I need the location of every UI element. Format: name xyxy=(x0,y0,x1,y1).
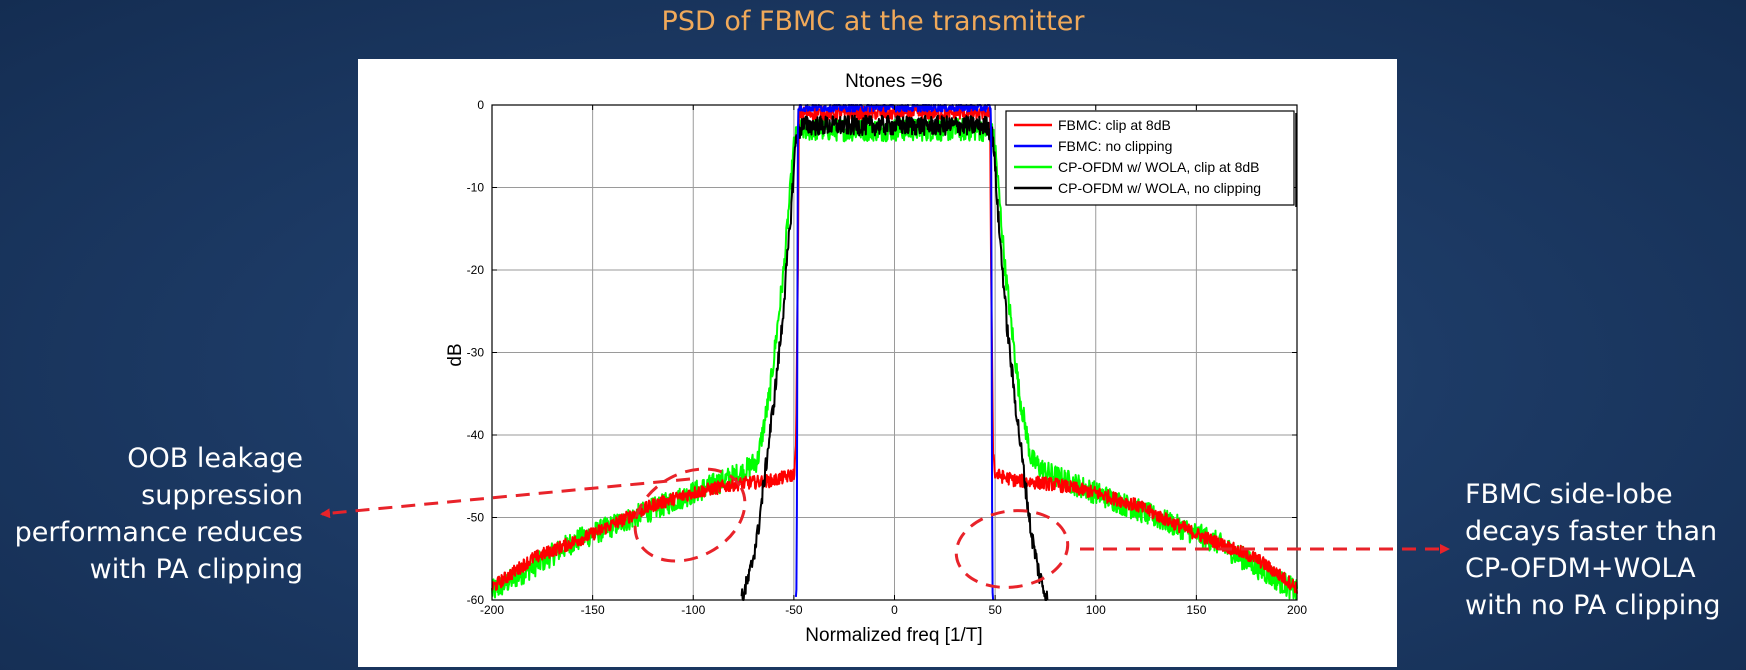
legend-label: CP-OFDM w/ WOLA, clip at 8dB xyxy=(1058,159,1259,175)
y-tick-label: -20 xyxy=(467,263,485,277)
plot-panel: -200 -150 -100 -50 0 50 100 150 200 0 -10 -20 -30 -40… xyxy=(358,59,1397,667)
series-line xyxy=(740,114,1049,601)
y-tick-label: -50 xyxy=(467,511,485,525)
right-annotation: FBMC side-lobe decays faster than CP-OFD… xyxy=(1465,476,1745,624)
chart-title: Ntones =96 xyxy=(845,71,943,92)
y-tick-label: -40 xyxy=(467,428,485,442)
x-tick-label: -50 xyxy=(785,603,803,617)
psd-chart: -200 -150 -100 -50 0 50 100 150 200 0 -10 -20 -30 -40… xyxy=(445,71,1307,646)
right-annotation-line: CP-OFDM+WOLA xyxy=(1465,553,1696,584)
legend-label: FBMC: clip at 8dB xyxy=(1058,117,1171,133)
slide-title: PSD of FBMC at the transmitter xyxy=(661,6,1085,37)
legend-label: CP-OFDM w/ WOLA, no clipping xyxy=(1058,180,1261,196)
y-tick-label: -10 xyxy=(467,181,485,195)
legend: FBMC: clip at 8dB FBMC: no clipping CP-OFD… xyxy=(1005,110,1297,207)
x-tick-label: 0 xyxy=(891,603,898,617)
x-tick-label: -150 xyxy=(581,603,605,617)
x-tick-label: 100 xyxy=(1086,603,1106,617)
y-axis-label: dB xyxy=(445,343,466,366)
right-annotation-line: FBMC side-lobe xyxy=(1465,479,1673,510)
x-axis-label: Normalized freq [1/T] xyxy=(805,625,982,646)
x-tick-label: 50 xyxy=(988,603,1002,617)
left-annotation-line: with PA clipping xyxy=(89,554,303,585)
y-tick-label: -30 xyxy=(467,346,485,360)
y-tick-label: -60 xyxy=(467,593,485,607)
right-annotation-line: with no PA clipping xyxy=(1465,590,1721,621)
y-tick-label: 0 xyxy=(477,98,484,112)
left-annotation-line: OOB leakage xyxy=(127,443,303,474)
x-tick-label: -200 xyxy=(480,603,504,617)
x-tick-label: 150 xyxy=(1186,603,1206,617)
x-tick-label: -100 xyxy=(681,603,705,617)
left-annotation-line: performance reduces xyxy=(14,517,303,548)
legend-box xyxy=(1005,110,1295,206)
x-tick-label: 200 xyxy=(1287,603,1307,617)
left-annotation: OOB leakage suppression performance redu… xyxy=(0,440,303,588)
left-annotation-line: suppression xyxy=(141,480,303,511)
right-annotation-line: decays faster than xyxy=(1465,516,1718,547)
legend-label: FBMC: no clipping xyxy=(1058,138,1172,154)
